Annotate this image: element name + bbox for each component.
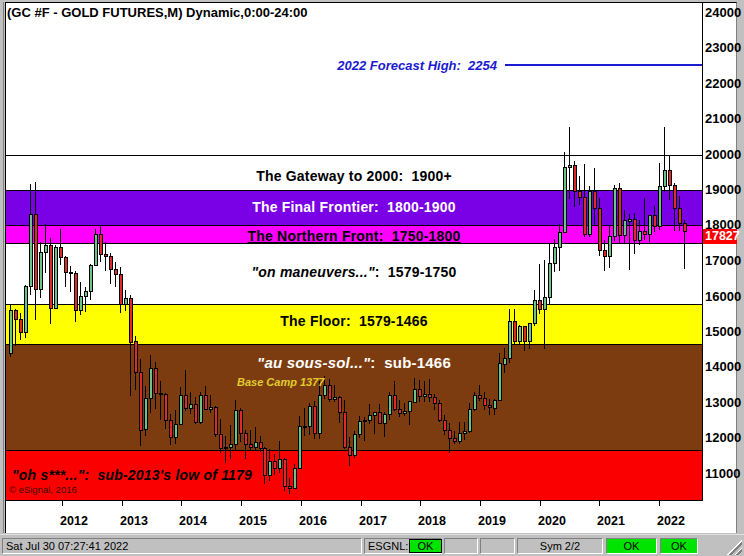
time-axis-tick — [122, 501, 123, 506]
time-axis-tick — [480, 501, 481, 506]
base-camp-label: Base Camp 1377 — [237, 376, 324, 389]
time-axis-tick — [301, 501, 302, 506]
status-empty-cell-1 — [444, 538, 478, 554]
candlestick-series — [6, 3, 702, 500]
price-scale-label: 21000 — [705, 112, 738, 126]
time-axis-year-label: 2013 — [113, 514, 155, 528]
time-axis-tick — [540, 501, 541, 506]
zone-label-au-sous-sol: "au sous-sol...": sub-1466 — [6, 354, 702, 372]
plot-area: 2022 Forecast High: 2254 The Gateway to 2… — [6, 3, 703, 501]
window-border — [3, 2, 4, 533]
chart-title: (GC #F - GOLD FUTURES,M) Dynamic,0:00-24… — [7, 5, 308, 20]
price-scale-label: 19000 — [705, 183, 738, 197]
resize-grip[interactable] — [726, 539, 742, 555]
time-axis-year-label: 2021 — [590, 514, 632, 528]
time-axis-year-label: 2015 — [232, 514, 274, 528]
time-axis-year-label: 2019 — [471, 514, 513, 528]
time-axis-year-label: 2016 — [292, 514, 334, 528]
time-axis-tick — [361, 501, 362, 506]
zone-label-northern-front: The Northern Front: 1750-1800 — [6, 228, 702, 246]
zone-label-gateway-to-2000: The Gateway to 2000: 1900+ — [6, 168, 702, 186]
time-axis-tick — [241, 501, 242, 506]
forecast-label: 2022 Forecast High: 2254 — [156, 58, 497, 73]
status-datetime: Sat Jul 30 07:27:41 2022 — [2, 538, 362, 554]
time-axis-tick — [181, 501, 182, 506]
status-symbol-cell: Sym 2/2 — [517, 538, 603, 554]
time-axis-tick — [62, 501, 63, 506]
status-empty-cell-2 — [480, 538, 515, 554]
price-scale-label: 24000 — [705, 6, 738, 20]
zone-label-on-maneuvers: "on maneuvers...": 1579-1750 — [6, 264, 702, 282]
current-price-box: 17827 — [703, 229, 737, 244]
price-scale-label: 14000 — [705, 360, 738, 374]
time-axis-tick — [659, 501, 660, 506]
status-feed-cell: ESGNL: OK — [364, 538, 442, 554]
time-axis-tick — [420, 501, 421, 506]
price-scale-label: 20000 — [705, 148, 738, 162]
zone-label-the-floor: The Floor: 1579-1466 — [6, 313, 702, 331]
zone-label-oh-s: "oh s***...": sub-2013's low of 1179 — [6, 467, 702, 485]
price-scale-label: 17000 — [705, 254, 738, 268]
price-scale-label: 11000 — [705, 467, 738, 481]
time-axis-year-label: 2020 — [531, 514, 573, 528]
price-scale-label: 23000 — [705, 41, 738, 55]
chart-area: 2022 Forecast High: 2254 The Gateway to 2… — [5, 2, 737, 533]
status-bar: Sat Jul 30 07:27:41 2022 ESGNL: OK Sym 2… — [0, 534, 744, 556]
time-axis-year-label: 2017 — [352, 514, 394, 528]
zone-label-final-frontier: The Final Frontier: 1800-1900 — [6, 199, 702, 217]
status-ok-button-1[interactable]: OK — [606, 538, 657, 554]
price-scale-label: 12000 — [705, 431, 738, 445]
feed-status-button[interactable]: OK — [409, 539, 442, 553]
time-axis-year-label: 2022 — [650, 514, 692, 528]
time-axis-year-label: 2018 — [411, 514, 453, 528]
price-scale-label: 15000 — [705, 325, 738, 339]
time-axis-year-label: 2014 — [172, 514, 214, 528]
price-scale-label: 22000 — [705, 77, 738, 91]
price-scale[interactable]: 2400023000220002100020000190001800017000… — [703, 3, 738, 501]
time-axis-tick — [599, 501, 600, 506]
status-ok-button-2[interactable]: OK — [660, 538, 698, 554]
feed-label: ESGNL: — [368, 539, 408, 553]
esignal-watermark: © eSignal, 2016 — [9, 484, 77, 495]
price-scale-label: 13000 — [705, 396, 738, 410]
price-scale-label: 16000 — [705, 290, 738, 304]
forecast-line — [505, 64, 702, 66]
time-axis-year-label: 2012 — [53, 514, 95, 528]
